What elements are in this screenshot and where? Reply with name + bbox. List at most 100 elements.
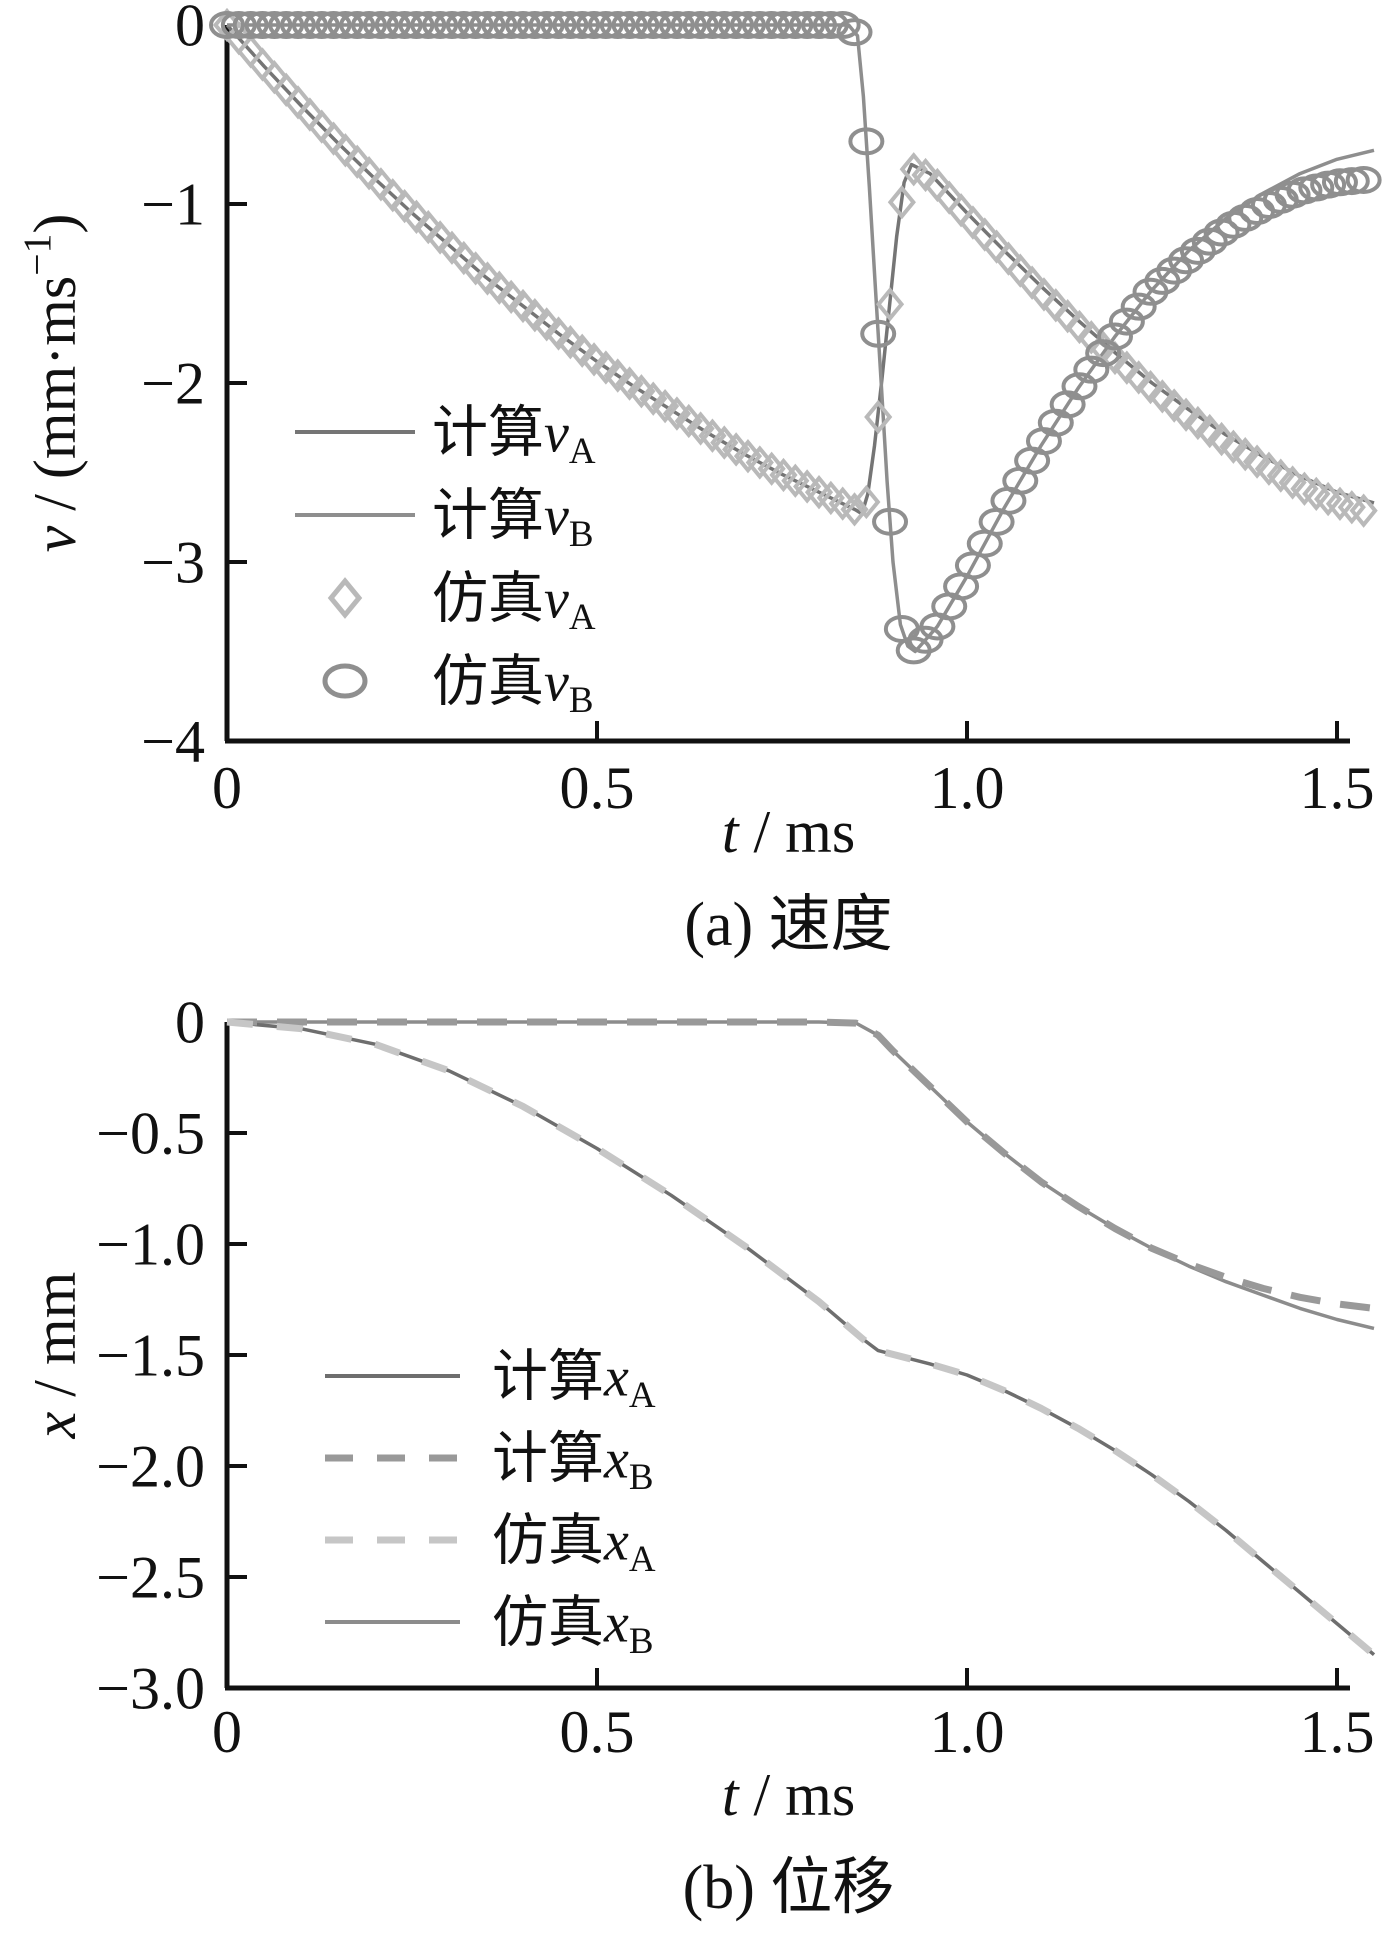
diamond-marker bbox=[852, 484, 881, 520]
diamond-marker bbox=[1041, 288, 1070, 323]
circle-marker bbox=[848, 127, 885, 156]
diamond-marker bbox=[579, 342, 609, 377]
diamond-marker bbox=[437, 230, 467, 265]
diamond-marker bbox=[1148, 379, 1177, 414]
diamond-marker bbox=[603, 358, 632, 393]
circle-marker bbox=[824, 11, 861, 39]
diamond-marker bbox=[378, 178, 407, 213]
legend-item: 计算vB bbox=[295, 486, 594, 554]
legend: 计算vA 计算vB 仿真vA 仿真vB bbox=[295, 403, 596, 720]
series-sim-vB bbox=[209, 11, 1382, 665]
chart-caption: (a) 速度 bbox=[684, 891, 892, 959]
circle-marker bbox=[872, 507, 909, 536]
circle-marker bbox=[564, 11, 601, 39]
legend-item: 计算vA bbox=[295, 403, 596, 471]
circle-marker bbox=[1073, 355, 1110, 384]
legend: 计算xA 计算xB 仿真xA 仿真xB bbox=[325, 1347, 656, 1661]
circle-marker bbox=[256, 11, 293, 39]
x-tick-label: 1.0 bbox=[930, 1699, 1005, 1765]
diamond-marker bbox=[674, 403, 703, 439]
series-calc-vB bbox=[227, 23, 1375, 654]
series-sim-vA bbox=[212, 7, 1378, 528]
circle-marker bbox=[469, 11, 506, 39]
circle-marker bbox=[516, 11, 553, 39]
circle-marker bbox=[670, 11, 707, 39]
diamond-marker bbox=[473, 261, 502, 296]
circle-marker bbox=[445, 11, 482, 39]
diamond-marker bbox=[414, 209, 443, 245]
diamond-marker bbox=[887, 185, 916, 220]
y-tick-label: −4 bbox=[141, 708, 205, 774]
x-tick-label: 1.5 bbox=[1300, 1699, 1375, 1765]
diamond-marker bbox=[662, 396, 692, 431]
legend-label: 计算xA bbox=[492, 1347, 656, 1415]
x-tick-label: 1.5 bbox=[1300, 755, 1375, 821]
diamond-marker bbox=[911, 157, 940, 193]
x-tick-label: 0.5 bbox=[560, 1699, 635, 1765]
circle-marker bbox=[528, 11, 565, 39]
circle-marker bbox=[812, 11, 849, 39]
diamond-marker bbox=[639, 381, 668, 416]
legend-label: 仿真xA bbox=[492, 1511, 656, 1579]
circle-marker bbox=[753, 11, 790, 39]
y-tick-label: −1.0 bbox=[96, 1211, 205, 1277]
diamond-marker bbox=[544, 316, 573, 351]
diamond-marker bbox=[497, 279, 526, 315]
diamond-marker bbox=[864, 399, 893, 435]
circle-marker bbox=[362, 11, 399, 39]
circle-marker bbox=[1097, 322, 1133, 351]
legend-item: 仿真vB bbox=[322, 652, 594, 720]
circle-marker bbox=[1215, 210, 1252, 239]
chart-displacement: 0 0.5 1.0 1.5 0 −0.5 −1.0 −1.5 −2.0 −2.5 −3.0 t / m… bbox=[22, 989, 1377, 1922]
diamond-marker bbox=[1219, 429, 1248, 464]
circle-marker bbox=[244, 11, 281, 39]
circle-marker bbox=[694, 11, 731, 39]
y-tick-label: −1.5 bbox=[96, 1322, 205, 1388]
series-group bbox=[209, 7, 1382, 665]
circle-marker bbox=[374, 11, 411, 39]
circle-marker bbox=[623, 11, 660, 39]
circle-marker bbox=[386, 11, 423, 39]
diamond-marker bbox=[840, 492, 869, 527]
circle-marker bbox=[327, 11, 364, 39]
legend-label: 计算xB bbox=[492, 1429, 654, 1497]
legend-label: 计算vA bbox=[432, 403, 596, 471]
circle-marker bbox=[1203, 218, 1240, 247]
circle-marker bbox=[718, 11, 755, 39]
diamond-marker bbox=[650, 388, 680, 424]
diamond-marker bbox=[366, 167, 396, 202]
circle-marker bbox=[1179, 236, 1216, 265]
circle-marker bbox=[481, 11, 518, 39]
diamond-marker bbox=[1100, 340, 1130, 376]
circle-marker bbox=[1120, 292, 1157, 321]
circle-marker bbox=[209, 11, 245, 39]
x-axis-label: t / ms bbox=[722, 799, 855, 865]
diamond-marker bbox=[390, 188, 419, 224]
circle-marker bbox=[860, 319, 897, 348]
y-tick-label: −3.0 bbox=[96, 1655, 205, 1721]
y-tick-label: −2 bbox=[141, 350, 205, 416]
circle-marker bbox=[658, 11, 695, 39]
diamond-marker bbox=[556, 325, 585, 360]
circle-marker bbox=[611, 11, 648, 39]
circle-marker bbox=[552, 11, 589, 39]
diamond-marker bbox=[568, 333, 597, 368]
diamond-marker bbox=[1029, 277, 1059, 312]
y-tick-label: −0.5 bbox=[96, 1100, 205, 1166]
circle-marker bbox=[1321, 168, 1358, 197]
series-group bbox=[226, 1018, 1377, 1658]
diamond-marker bbox=[1112, 350, 1141, 385]
y-tick-label: 0 bbox=[175, 989, 205, 1055]
legend-label: 仿真xB bbox=[492, 1593, 654, 1661]
diamond-marker bbox=[1207, 421, 1236, 457]
circle-marker bbox=[410, 11, 447, 39]
diamond-marker bbox=[1183, 405, 1212, 441]
circle-marker bbox=[351, 11, 388, 39]
y-axis-label: x / mm bbox=[22, 1272, 88, 1440]
circle-marker bbox=[647, 11, 684, 39]
diamond-marker bbox=[354, 156, 384, 191]
axes: 0 0.5 1.0 1.5 0 −0.5 −1.0 −1.5 −2.0 −2.5 −3.0 bbox=[96, 989, 1374, 1765]
series-calc-xB bbox=[227, 1018, 1375, 1312]
diamond-marker bbox=[875, 287, 905, 322]
chart-velocity: 0 0.5 1.0 1.5 0 −1 −2 −3 −4 t / ms v / (mm·ms−1) (a… bbox=[15, 0, 1382, 959]
